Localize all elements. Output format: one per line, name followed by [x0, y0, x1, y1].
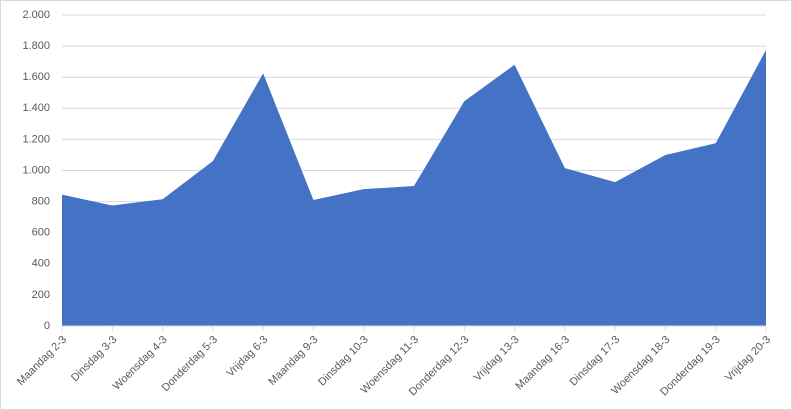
area	[62, 49, 766, 327]
y-tick-label: 600	[32, 227, 50, 239]
y-tick-label: 200	[32, 289, 50, 301]
y-tick-label: 1.000	[22, 164, 50, 176]
y-tick-label: 800	[32, 196, 50, 208]
y-tick-label: 1.600	[22, 71, 50, 83]
y-tick-label: 1.400	[22, 102, 50, 114]
y-tick-label: 1.200	[22, 133, 50, 145]
y-tick-label: 2.000	[22, 9, 50, 21]
y-tick-label: 400	[32, 258, 50, 270]
y-tick-label: 0	[44, 320, 50, 332]
y-tick-label: 1.800	[22, 40, 50, 52]
